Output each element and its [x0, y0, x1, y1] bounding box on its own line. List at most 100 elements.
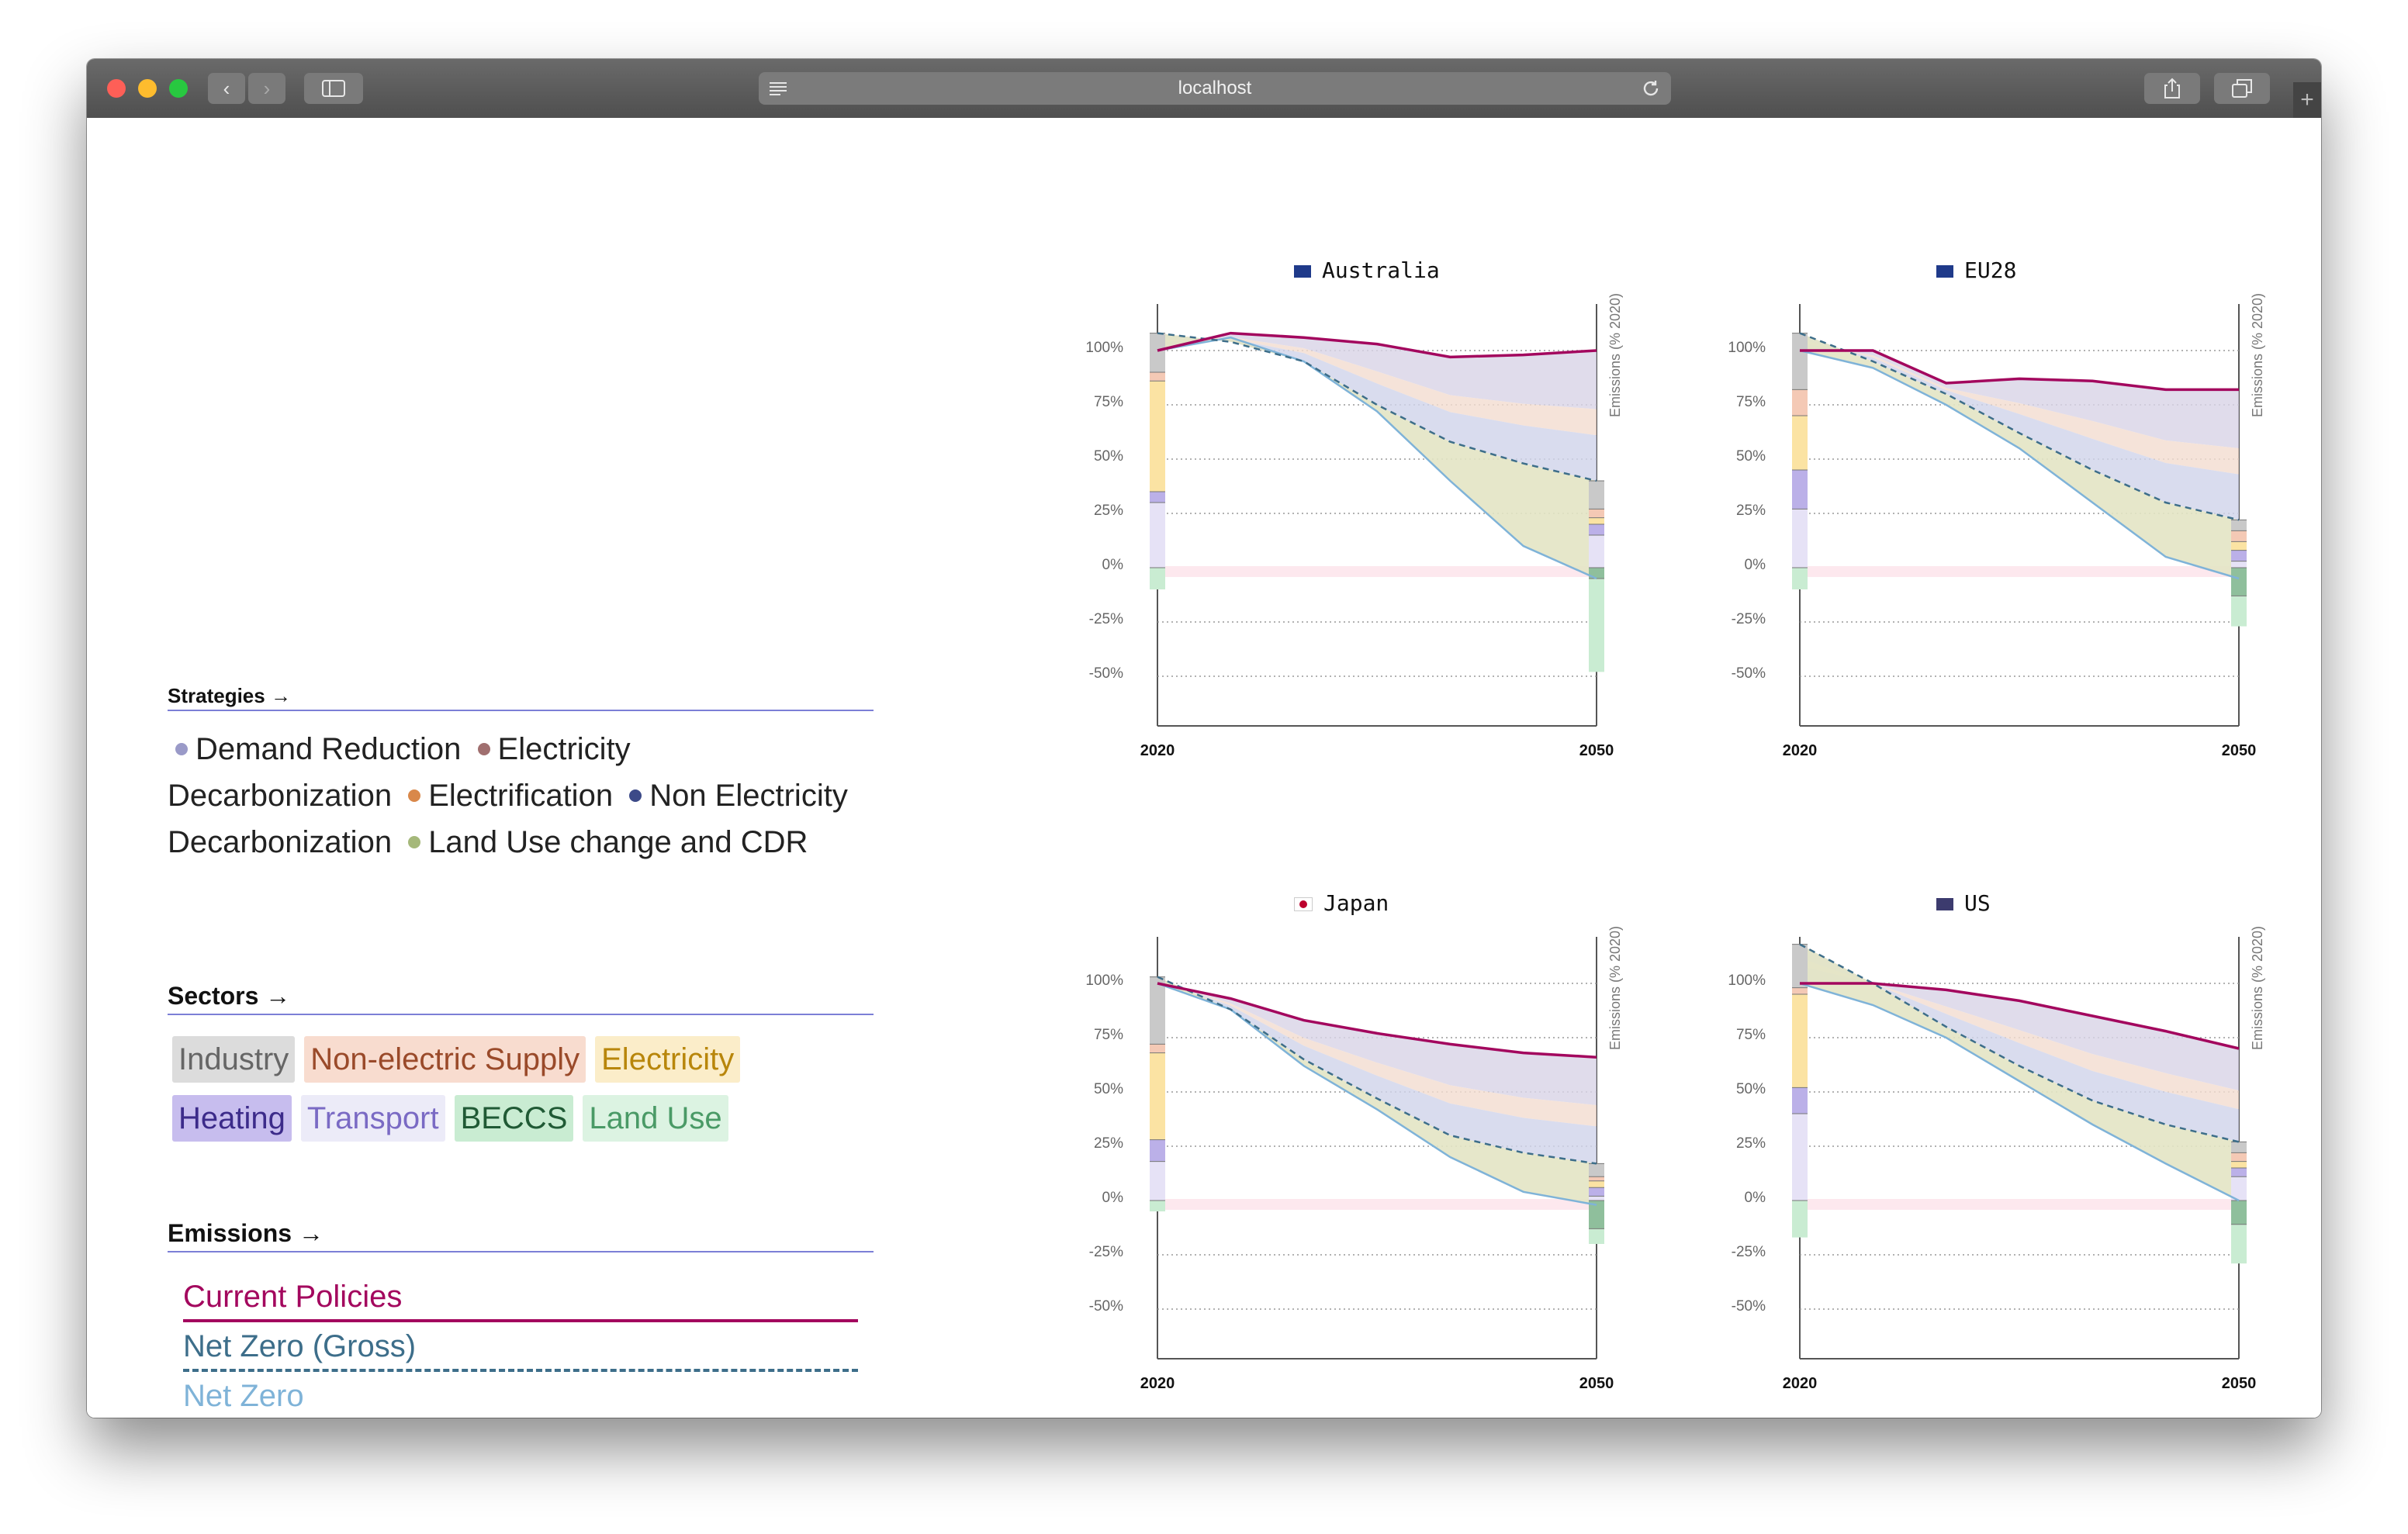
sector-bar-segment: [1792, 1201, 1808, 1238]
browser-toolbar: ‹ › localhost +: [87, 59, 2321, 119]
sector-bar-segment: [2231, 520, 2247, 531]
close-window-button[interactable]: [107, 79, 126, 98]
back-button[interactable]: ‹: [208, 73, 245, 104]
chart-eu28[interactable]: 100% 75% 50% 25% 0% -25% -50% Emissions (% 2020…: [1707, 285, 2265, 797]
zero-band: [1157, 566, 1597, 577]
net-zero-gross-line: [1799, 943, 2240, 1143]
sector-bar-segment: [1150, 1201, 1165, 1211]
forward-button[interactable]: ›: [248, 73, 285, 104]
chart-us[interactable]: 100% 75% 50% 25% 0% -25% -50% Emissions (% 2020…: [1707, 918, 2265, 1418]
net-zero-line: [1157, 336, 1597, 580]
land-use-band: [1157, 333, 1597, 579]
chart-australia[interactable]: 100% 75% 50% 25% 0% -25% -50% Emissions (% 2020…: [1064, 285, 1623, 797]
x-tick-label: 2020: [1783, 742, 1818, 759]
y-axis-label: Emissions (% 2020): [2250, 293, 2265, 417]
strategy-item-demand-reduction[interactable]: Demand Reduction: [168, 732, 461, 766]
share-button[interactable]: [2144, 73, 2200, 104]
sector-bar-segment: [2231, 550, 2247, 561]
reload-icon[interactable]: [1642, 79, 1660, 98]
strategy-band: [1800, 339, 2239, 475]
net-zero-gross-line: [1157, 332, 1597, 482]
sector-chip-heating[interactable]: Heating: [172, 1095, 292, 1142]
sector-bar-segment: [1150, 1139, 1165, 1162]
strategy-item-non-electricity-decarbonization[interactable]: Non Electricity Decarbonization: [168, 779, 848, 859]
non-electricity-decarbonization-dot-icon: [629, 789, 642, 803]
sector-bar-segment: [2231, 596, 2247, 627]
minimize-window-button[interactable]: [138, 79, 157, 98]
zoom-window-button[interactable]: [169, 79, 188, 98]
demand-reduction-dot-icon: [175, 743, 188, 756]
strategy-band: [1800, 958, 2239, 1110]
strategy-band: [1157, 979, 1597, 1127]
sector-chip-electricity[interactable]: Electricity: [595, 1036, 741, 1083]
tabs-overview-button[interactable]: [2214, 73, 2270, 104]
sector-bar-segment: [1150, 492, 1165, 503]
sector-bar-segment: [1792, 568, 1808, 589]
y-tick-label: 0%: [1102, 1190, 1124, 1206]
sector-bar-segment: [1589, 1187, 1604, 1197]
zero-band: [1157, 1199, 1597, 1210]
sector-chip-land-use[interactable]: Land Use: [583, 1095, 728, 1142]
chevron-right-icon: ›: [263, 77, 271, 100]
x-tick-label: 2050: [1579, 1375, 1614, 1392]
emission-net-zero[interactable]: Net Zero: [183, 1379, 858, 1418]
address-bar[interactable]: localhost: [759, 72, 1671, 105]
y-tick-label: 25%: [1736, 503, 1766, 519]
strategy-item-land-use-change-and-cdr[interactable]: Land Use change and CDR: [400, 825, 808, 859]
sidebar-icon: [322, 80, 345, 97]
emission-net-zero-gross[interactable]: Net Zero (Gross): [183, 1329, 858, 1372]
tabs-icon: [2232, 79, 2252, 98]
plus-icon: +: [2300, 87, 2314, 112]
y-tick-label: 25%: [1094, 1135, 1123, 1152]
land-use-band: [1157, 976, 1597, 1205]
sector-bar-segment: [2231, 568, 2247, 596]
sector-bar-segment: [1150, 333, 1165, 372]
sector-chip-non-electric-supply[interactable]: Non-electric Supply: [304, 1036, 586, 1083]
strategies-heading[interactable]: Strategies →: [168, 684, 874, 711]
y-tick-label: 25%: [1736, 1135, 1766, 1152]
emission-current-policies[interactable]: Current Policies: [183, 1280, 858, 1322]
y-tick-label: -25%: [1089, 1244, 1123, 1260]
reader-icon: [770, 82, 787, 95]
sector-bar-segment: [1589, 1163, 1604, 1177]
sector-bar-segment: [1589, 1180, 1604, 1188]
sector-bar-segment: [1589, 517, 1604, 524]
flag-icon: [1936, 265, 1953, 278]
y-tick-label: -50%: [1089, 665, 1123, 682]
strategy-item-electricity-decarbonization[interactable]: Electricity Decarbonization: [168, 732, 631, 813]
y-tick-label: 100%: [1728, 340, 1766, 356]
y-tick-label: 75%: [1736, 1027, 1766, 1043]
chevron-left-icon: ‹: [223, 77, 230, 100]
land-use-change-dot-icon: [408, 836, 421, 849]
y-tick-label: 0%: [1102, 557, 1124, 573]
sector-bar-segment: [1150, 1044, 1165, 1053]
sector-bar-segment: [1589, 1201, 1604, 1229]
sector-chip-industry[interactable]: Industry: [172, 1036, 296, 1083]
current-policies-line: [1800, 982, 2240, 1050]
chart-japan[interactable]: 100% 75% 50% 25% 0% -25% -50% Emissions (% 2020…: [1064, 918, 1623, 1418]
sector-bar-segment: [1150, 568, 1165, 589]
sector-bar-segment: [1589, 1196, 1604, 1201]
new-tab-button[interactable]: +: [2293, 82, 2321, 118]
strategy-band: [1157, 976, 1597, 1164]
y-tick-label: -25%: [1732, 1244, 1766, 1260]
y-tick-label: 100%: [1085, 973, 1123, 989]
sector-bar-segment: [1150, 1052, 1165, 1140]
flag-icon: [1936, 898, 1953, 910]
strategy-item-electrification[interactable]: Electrification: [400, 779, 613, 813]
sectors-heading[interactable]: Sectors →: [168, 982, 874, 1015]
y-axis-label: Emissions (% 2020): [1607, 926, 1623, 1050]
sector-chip-beccs[interactable]: BECCS: [454, 1095, 574, 1142]
sector-bar-segment: [2231, 1152, 2247, 1162]
page-content: Strategies → Demand Reduction Electricit…: [87, 118, 2321, 1418]
current-policies-line: [1157, 982, 1597, 1059]
strategy-band: [1800, 342, 2239, 448]
x-tick-label: 2020: [1140, 1375, 1175, 1392]
net-zero-gross-line: [1157, 976, 1597, 1165]
sector-bar-segment: [2231, 530, 2247, 542]
strategy-band: [1800, 966, 2239, 1091]
sector-chip-transport[interactable]: Transport: [300, 1095, 445, 1142]
emissions-heading[interactable]: Emissions →: [168, 1219, 874, 1252]
sidebar-toggle-button[interactable]: [304, 73, 363, 104]
electricity-decarbonization-dot-icon: [477, 743, 490, 756]
